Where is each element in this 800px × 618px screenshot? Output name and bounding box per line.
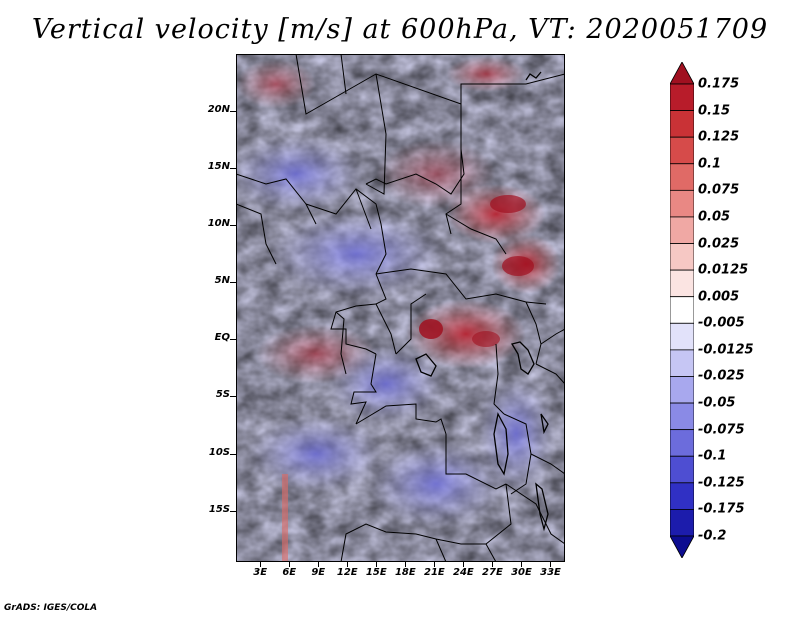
lat-tick-label: 15N <box>207 161 230 173</box>
lon-tick-label: 15E <box>365 567 387 578</box>
colorbar-bin <box>670 349 694 377</box>
lat-tick-label: 5S <box>215 389 230 401</box>
colorbar-bin <box>670 269 694 298</box>
lat-tick-label: 10S <box>208 446 230 458</box>
colorbar-bin <box>670 509 694 537</box>
colorbar-label: -0.005 <box>698 315 745 331</box>
colorbar-label: 0.175 <box>698 76 740 92</box>
colorbar-bin <box>670 189 694 218</box>
lon-tick-mark <box>260 562 262 567</box>
lon-tick-label: 12E <box>336 567 358 578</box>
map-frame <box>236 54 565 562</box>
map-title: Vertical velocity [m/s] at 600hPa, VT: 2… <box>31 14 769 45</box>
colorbar-label: 0.05 <box>698 209 731 225</box>
lon-tick-label: 24E <box>453 567 474 578</box>
lon-tick-mark <box>376 562 378 567</box>
lon-tick-mark <box>521 562 523 567</box>
colorbar-bin <box>670 136 694 165</box>
colorbar-label: -0.1 <box>698 448 727 464</box>
lat-tick-mark <box>230 168 236 170</box>
lat-tick-mark <box>230 339 236 341</box>
colorbar-bin <box>670 322 694 351</box>
colorbar-label: 0.15 <box>698 103 731 119</box>
lat-tick-mark <box>230 510 236 512</box>
colorbar-bin <box>670 482 694 510</box>
lon-tick-mark <box>347 562 349 567</box>
colorbar-bin <box>670 83 694 111</box>
lat-tick-mark <box>230 225 236 227</box>
lon-tick-mark <box>289 562 291 567</box>
lon-tick-label: 33E <box>540 567 561 578</box>
colorbar-label: -0.05 <box>698 395 736 411</box>
colorbar-label: 0.025 <box>698 236 740 252</box>
colorbar-bin <box>670 296 694 324</box>
lat-tick-label: 15S <box>208 503 230 515</box>
colorbar-bin <box>670 163 694 191</box>
lon-tick-label: 9E <box>311 567 326 578</box>
vertical-velocity-field <box>236 54 565 562</box>
map-plot-area <box>236 54 565 562</box>
lon-tick-mark <box>463 562 465 567</box>
colorbar-bin <box>670 402 694 431</box>
lat-tick-mark <box>230 453 236 455</box>
country-borders <box>236 54 565 562</box>
colorbar-label: 0.0125 <box>698 262 749 278</box>
colorbar-label: -0.075 <box>698 422 745 438</box>
lat-tick-mark <box>230 111 236 113</box>
lakes <box>415 71 549 532</box>
colorbar-label: -0.0125 <box>698 342 754 358</box>
colorbar-label: 0.075 <box>698 182 740 198</box>
lon-tick-label: 30E <box>511 567 532 578</box>
colorbar-label: -0.125 <box>698 475 745 491</box>
lon-tick-label: 3E <box>253 567 268 578</box>
lon-tick-mark <box>434 562 436 567</box>
field-patches <box>236 56 561 562</box>
lat-tick-label: 20N <box>207 104 230 116</box>
colorbar <box>670 62 694 558</box>
colorbar-bottom-cap <box>670 535 694 558</box>
lat-tick-mark <box>230 396 236 398</box>
colorbar-bin <box>670 376 694 404</box>
colorbar-bin <box>670 429 694 457</box>
lat-tick-label: 10N <box>207 218 230 230</box>
grads-credit: GrADS: IGES/COLA <box>4 603 98 613</box>
colorbar-bin <box>670 110 694 138</box>
lon-tick-label: 18E <box>394 567 416 578</box>
lat-tick-label: EQ <box>214 332 230 344</box>
lon-tick-mark <box>550 562 552 567</box>
lon-tick-label: 21E <box>423 567 445 578</box>
colorbar-label: -0.2 <box>698 528 727 544</box>
lat-tick-label: 5N <box>214 275 230 287</box>
lat-tick-mark <box>230 282 236 284</box>
colorbar-bin <box>670 455 694 484</box>
colorbar-top-cap <box>670 62 694 85</box>
lon-tick-mark <box>405 562 407 567</box>
lon-tick-label: 6E <box>282 567 297 578</box>
colorbar-label: 0.125 <box>698 129 740 145</box>
colorbar-label: 0.005 <box>698 289 740 305</box>
lon-tick-mark <box>492 562 494 567</box>
colorbar-bin <box>670 243 694 271</box>
colorbar-label: 0.1 <box>698 156 722 172</box>
colorbar-bin <box>670 216 694 244</box>
lon-tick-label: 27E <box>482 567 503 578</box>
lon-tick-mark <box>318 562 320 567</box>
colorbar-label: -0.175 <box>698 501 745 517</box>
colorbar-label: -0.025 <box>698 368 745 384</box>
